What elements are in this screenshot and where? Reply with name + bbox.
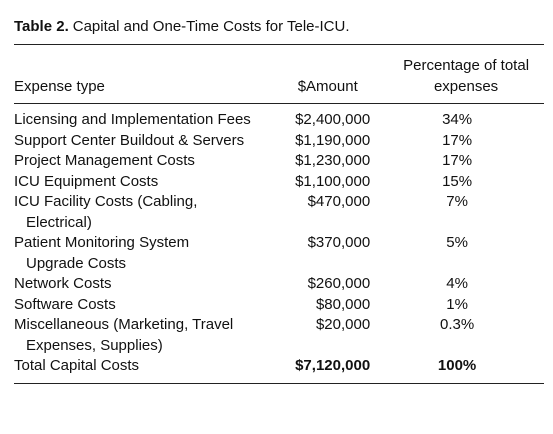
header-row: Expense type $Amount Percentage of total… <box>14 45 544 104</box>
cost-table: Expense type $Amount Percentage of total… <box>14 44 544 384</box>
table-cell: Miscellaneous (Marketing, Travel Expense… <box>14 315 285 356</box>
table-cell: $20,000 <box>315 316 371 333</box>
data-row: Software Costs $80,000 1% <box>14 295 544 316</box>
table-cell: $80,000 <box>315 295 371 313</box>
expense-type: Total Capital Costs <box>14 357 140 374</box>
table-cell: 4% <box>446 275 468 292</box>
table-cell: $1,100,000 <box>295 172 371 190</box>
expense-type: Licensing and Implementation Fees <box>14 111 251 128</box>
table-cell: Project Management Costs <box>14 151 285 172</box>
table-cell: $260,000 <box>307 275 371 292</box>
data-row: Miscellaneous (Marketing, Travel Expense… <box>14 315 544 356</box>
table-cell: 7% <box>446 193 468 210</box>
data-row: Patient Monitoring System Upgrade Costs $… <box>14 233 544 274</box>
table-label: Table 2. <box>14 18 69 35</box>
header-text: Percentage of total expenses <box>403 57 530 95</box>
table-cell: 1% <box>446 295 468 313</box>
table-cell: 34% <box>442 111 473 128</box>
data-row: Network Costs $260,000 4% <box>14 274 544 295</box>
table-cell: $7,120,000 <box>295 357 371 374</box>
data-row: ICU Equipment Costs $1,100,000 15% <box>14 172 544 193</box>
table-cell: Licensing and Implementation Fees <box>14 104 285 131</box>
expense-type: ICU Equipment Costs <box>14 172 159 190</box>
data-row: Project Management Costs $1,230,000 17% <box>14 151 544 172</box>
header-cell: Expense type <box>14 78 105 95</box>
table-cell: $2,400,000 <box>295 111 371 128</box>
table-cell: Total Capital Costs <box>14 356 285 383</box>
table-header: Expense type $Amount Percentage of total… <box>14 44 544 104</box>
table-cell: Patient Monitoring System Upgrade Costs <box>14 233 285 274</box>
table-cell: Network Costs <box>14 274 285 295</box>
table-cell: 100% <box>437 357 477 374</box>
expense-type: Project Management Costs <box>14 152 195 169</box>
header-cell: $Amount <box>297 78 358 95</box>
table-body: Licensing and Implementation Fees $2,400,… <box>14 104 544 383</box>
table-cell: ICU Equipment Costs <box>14 172 285 193</box>
expense-type: Support Center Buildout & Servers <box>14 131 245 149</box>
data-row: Support Center Buildout & Servers $1,190,… <box>14 131 544 152</box>
expense-type: Patient Monitoring System Upgrade Costs <box>14 234 190 272</box>
table-cell: 17% <box>442 152 473 169</box>
expense-type: ICU Facility Costs (Cabling, Electrical) <box>14 193 198 231</box>
table-cell: Software Costs <box>14 295 285 316</box>
table-cell: Support Center Buildout & Servers <box>14 131 285 152</box>
table-cell: 15% <box>442 172 473 190</box>
table-cell: 5% <box>446 234 468 251</box>
table-cell: $1,230,000 <box>295 152 371 169</box>
data-row: Licensing and Implementation Fees $2,400,… <box>14 104 544 131</box>
table-cell: $1,190,000 <box>295 131 371 149</box>
table-cell: 0.3% <box>439 316 475 333</box>
table-cell: $370,000 <box>307 234 371 251</box>
expense-type: Miscellaneous (Marketing, Travel Expense… <box>14 316 234 354</box>
expense-type: Software Costs <box>14 295 116 313</box>
table-cell: $470,000 <box>307 193 371 210</box>
table-cell: ICU Facility Costs (Cabling, Electrical) <box>14 192 285 233</box>
table-title: Capital and One-Time Costs for Tele-ICU. <box>72 18 350 35</box>
header-cell: Percentage of total expenses <box>370 45 544 104</box>
total-row: Total Capital Costs $7,120,000 100% <box>14 356 544 383</box>
table-cell: 17% <box>442 131 473 149</box>
table-caption: Table 2. Capital and One-Time Costs for T… <box>14 18 350 35</box>
data-row: ICU Facility Costs (Cabling, Electrical)… <box>14 192 544 233</box>
expense-type: Network Costs <box>14 275 112 292</box>
